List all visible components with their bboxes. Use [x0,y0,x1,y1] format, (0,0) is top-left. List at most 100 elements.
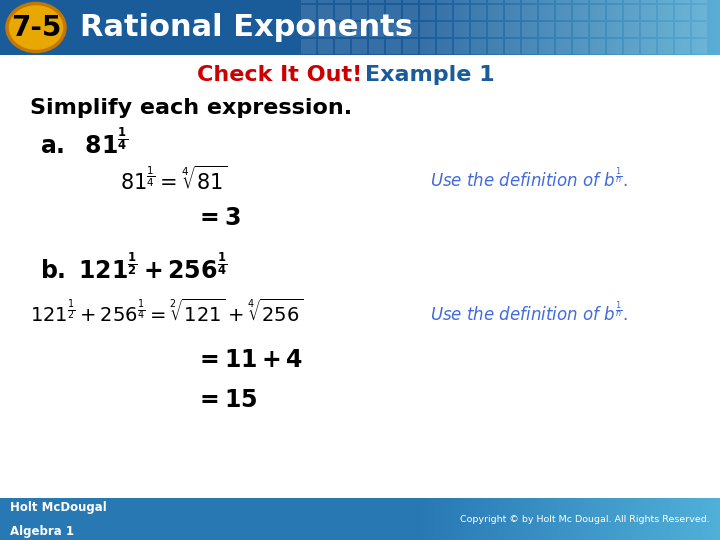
FancyBboxPatch shape [596,0,597,55]
FancyBboxPatch shape [424,498,425,540]
FancyBboxPatch shape [686,0,687,55]
FancyBboxPatch shape [352,5,367,20]
FancyBboxPatch shape [611,498,612,540]
FancyBboxPatch shape [471,498,472,540]
FancyBboxPatch shape [522,22,537,37]
FancyBboxPatch shape [683,498,684,540]
FancyBboxPatch shape [494,0,495,55]
FancyBboxPatch shape [429,498,430,540]
FancyBboxPatch shape [510,498,511,540]
FancyBboxPatch shape [682,0,683,55]
FancyBboxPatch shape [719,498,720,540]
FancyBboxPatch shape [505,39,520,54]
FancyBboxPatch shape [533,498,534,540]
FancyBboxPatch shape [461,0,462,55]
Text: Check It Out!: Check It Out! [197,65,363,85]
FancyBboxPatch shape [692,39,707,54]
FancyBboxPatch shape [516,498,517,540]
FancyBboxPatch shape [570,498,571,540]
FancyBboxPatch shape [446,498,447,540]
FancyBboxPatch shape [658,0,673,3]
FancyBboxPatch shape [632,498,633,540]
FancyBboxPatch shape [598,0,599,55]
FancyBboxPatch shape [641,5,656,20]
FancyBboxPatch shape [524,498,525,540]
FancyBboxPatch shape [640,0,641,55]
Text: $\mathbf{= 11 + 4}$: $\mathbf{= 11 + 4}$ [195,348,303,372]
FancyBboxPatch shape [538,0,539,55]
FancyBboxPatch shape [595,0,596,55]
FancyBboxPatch shape [581,0,582,55]
FancyBboxPatch shape [568,0,569,55]
FancyBboxPatch shape [712,0,713,55]
FancyBboxPatch shape [420,0,435,3]
FancyBboxPatch shape [599,498,600,540]
FancyBboxPatch shape [497,0,498,55]
FancyBboxPatch shape [702,0,703,55]
FancyBboxPatch shape [543,0,544,55]
FancyBboxPatch shape [698,498,699,540]
FancyBboxPatch shape [666,498,667,540]
FancyBboxPatch shape [572,0,573,55]
FancyBboxPatch shape [684,498,685,540]
FancyBboxPatch shape [457,498,458,540]
FancyBboxPatch shape [559,498,560,540]
FancyBboxPatch shape [601,498,602,540]
FancyBboxPatch shape [491,498,492,540]
FancyBboxPatch shape [659,0,660,55]
FancyBboxPatch shape [594,498,595,540]
FancyBboxPatch shape [588,498,589,540]
FancyBboxPatch shape [599,0,600,55]
FancyBboxPatch shape [544,0,545,55]
FancyBboxPatch shape [635,0,636,55]
FancyBboxPatch shape [603,498,604,540]
FancyBboxPatch shape [556,0,571,3]
FancyBboxPatch shape [630,498,631,540]
FancyBboxPatch shape [627,498,628,540]
FancyBboxPatch shape [675,39,690,54]
FancyBboxPatch shape [607,0,622,3]
FancyBboxPatch shape [352,22,367,37]
FancyBboxPatch shape [699,498,700,540]
FancyBboxPatch shape [700,498,701,540]
FancyBboxPatch shape [608,0,609,55]
FancyBboxPatch shape [658,39,673,54]
FancyBboxPatch shape [483,0,484,55]
FancyBboxPatch shape [657,0,658,55]
FancyBboxPatch shape [578,0,579,55]
FancyBboxPatch shape [301,5,316,20]
FancyBboxPatch shape [566,498,567,540]
FancyBboxPatch shape [530,0,531,55]
FancyBboxPatch shape [551,0,552,55]
FancyBboxPatch shape [403,5,418,20]
FancyBboxPatch shape [464,0,465,55]
FancyBboxPatch shape [437,5,452,20]
FancyBboxPatch shape [501,0,502,55]
FancyBboxPatch shape [681,498,682,540]
FancyBboxPatch shape [640,498,641,540]
FancyBboxPatch shape [600,498,601,540]
FancyBboxPatch shape [543,498,544,540]
FancyBboxPatch shape [621,498,622,540]
FancyBboxPatch shape [573,5,588,20]
FancyBboxPatch shape [617,498,618,540]
FancyBboxPatch shape [423,498,424,540]
FancyBboxPatch shape [642,0,643,55]
FancyBboxPatch shape [534,498,535,540]
FancyBboxPatch shape [550,498,551,540]
FancyBboxPatch shape [434,498,435,540]
FancyBboxPatch shape [601,0,602,55]
FancyBboxPatch shape [514,498,515,540]
FancyBboxPatch shape [607,0,608,55]
FancyBboxPatch shape [573,22,588,37]
Text: $\mathbf{= 15}$: $\mathbf{= 15}$ [195,388,257,412]
FancyBboxPatch shape [607,498,608,540]
FancyBboxPatch shape [493,498,494,540]
FancyBboxPatch shape [548,498,549,540]
FancyBboxPatch shape [597,0,598,55]
FancyBboxPatch shape [582,0,583,55]
FancyBboxPatch shape [451,498,452,540]
FancyBboxPatch shape [446,0,447,55]
FancyBboxPatch shape [439,0,440,55]
FancyBboxPatch shape [624,0,625,55]
